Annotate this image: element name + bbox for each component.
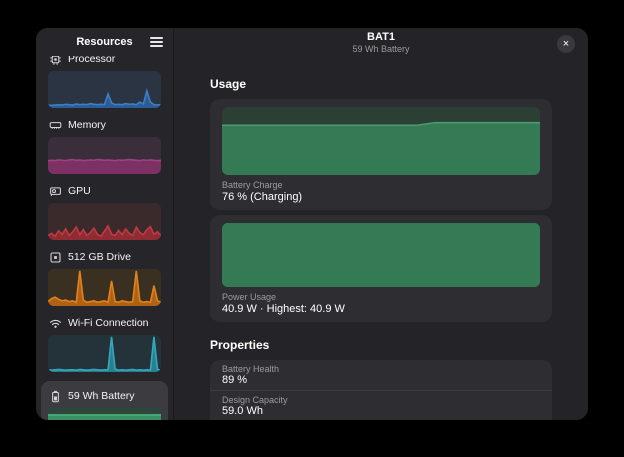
sidebar-item-label: Wi-Fi Connection: [68, 317, 149, 329]
sidebar-item-processor[interactable]: Processor: [48, 56, 161, 108]
property-label: Battery Health: [222, 364, 280, 374]
properties-heading: Properties: [210, 338, 270, 352]
sidebar-item-label: 59 Wh Battery: [68, 390, 135, 402]
battery-charge-chart: [222, 107, 540, 175]
sidebar-item-battery[interactable]: 59 Wh Battery: [41, 381, 168, 420]
power-usage-label: Power Usage: [222, 292, 277, 302]
memory-sparkline-chart: [48, 137, 161, 174]
property-row-design-capacity: Design Capacity 59.0 Wh: [210, 390, 552, 420]
power-usage-card: Power Usage 40.9 W · Highest: 40.9 W: [210, 215, 552, 322]
page-subtitle: 59 Wh Battery: [352, 44, 410, 54]
sidebar-item-label: Processor: [68, 56, 116, 65]
close-icon: ×: [562, 38, 570, 50]
property-label: Design Capacity: [222, 395, 288, 405]
property-row-battery-health: Battery Health 89 %: [210, 360, 552, 390]
sidebar-item-label: Memory: [68, 119, 106, 131]
main-content: Usage Battery Charge 76 % (Charging) Pow…: [174, 61, 588, 420]
sidebar-item-wifi[interactable]: Wi-Fi Connection: [48, 315, 161, 372]
processor-sparkline-chart: [48, 71, 161, 108]
memory-icon: [49, 121, 62, 129]
property-value: 89 %: [222, 374, 248, 386]
properties-card: Battery Health 89 % Design Capacity 59.0…: [210, 360, 552, 420]
sidebar-headerbar: Resources: [36, 28, 173, 56]
sidebar-item-label: GPU: [68, 185, 91, 197]
battery-charge-label: Battery Charge: [222, 180, 283, 190]
resources-app-window: Resources Processor: [36, 28, 588, 420]
sidebar-list: Processor Memory: [36, 56, 173, 420]
wifi-icon: [50, 319, 61, 328]
close-button[interactable]: ×: [557, 35, 575, 53]
battery-icon: [52, 390, 59, 402]
page-title: BAT1: [367, 31, 395, 43]
sidebar: Resources Processor: [36, 28, 174, 420]
main-pane: BAT1 59 Wh Battery × Usage Battery Charg…: [174, 28, 588, 420]
main-headerbar: BAT1 59 Wh Battery ×: [174, 28, 588, 61]
sidebar-item-drive[interactable]: 512 GB Drive: [48, 249, 161, 306]
battery-charge-card: Battery Charge 76 % (Charging): [210, 99, 552, 210]
hamburger-menu-icon[interactable]: [150, 37, 163, 49]
power-usage-chart: [222, 223, 540, 287]
sidebar-item-gpu[interactable]: GPU: [48, 183, 161, 240]
sidebar-item-label: 512 GB Drive: [68, 251, 132, 263]
gpu-icon: [50, 186, 61, 196]
processor-icon: [50, 56, 61, 65]
sidebar-title: Resources: [76, 36, 133, 48]
drive-icon: [50, 252, 61, 262]
gpu-sparkline-chart: [48, 203, 161, 240]
power-usage-value: 40.9 W · Highest: 40.9 W: [222, 303, 345, 315]
sidebar-item-memory[interactable]: Memory: [48, 117, 161, 174]
drive-sparkline-chart: [48, 269, 161, 306]
wifi-sparkline-chart: [48, 335, 161, 372]
battery-sparkline-chart: [48, 408, 161, 420]
battery-charge-value: 76 % (Charging): [222, 191, 303, 203]
usage-heading: Usage: [210, 77, 247, 91]
property-value: 59.0 Wh: [222, 405, 263, 417]
